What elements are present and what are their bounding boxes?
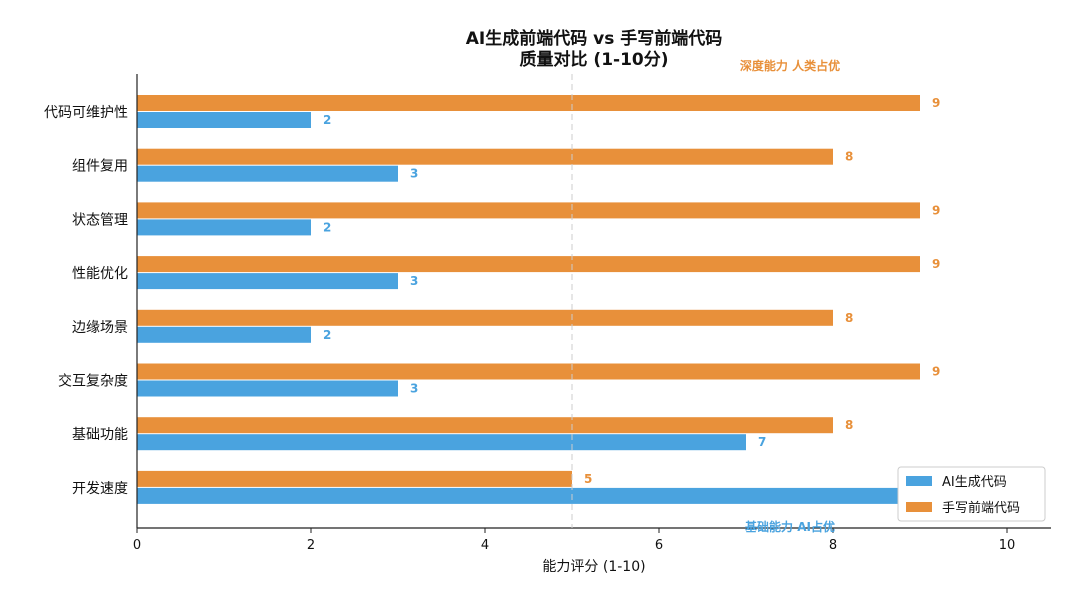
x-tick-label-3: 6: [655, 538, 663, 553]
x-tick-label-5: 10: [999, 538, 1016, 553]
category-label-6: 基础功能: [72, 426, 128, 443]
bar-handwritten-2: [137, 202, 920, 219]
category-label-2: 状态管理: [72, 212, 128, 228]
category-label-0: 代码可维护性: [44, 105, 128, 121]
bar-ai-0: [137, 112, 311, 128]
value-label-ai-4: 2: [323, 328, 331, 342]
bar-handwritten-3: [137, 256, 920, 273]
value-label-handwritten-7: 5: [584, 472, 592, 486]
bar-handwritten-6: [137, 417, 833, 434]
annotation-basic-ability: 基础能力 AI占优: [744, 519, 835, 534]
bar-handwritten-5: [137, 363, 920, 380]
bar-handwritten-4: [137, 309, 833, 326]
bars-layer: [137, 95, 920, 504]
value-label-ai-2: 2: [323, 220, 331, 234]
category-label-1: 组件复用: [72, 158, 128, 175]
bar-handwritten-1: [137, 148, 833, 165]
category-label-5: 交互复杂度: [58, 373, 128, 390]
bar-ai-5: [137, 380, 398, 397]
bar-ai-1: [137, 165, 398, 182]
value-label-handwritten-2: 9: [932, 203, 940, 217]
bar-ai-2: [137, 219, 311, 236]
value-label-ai-3: 3: [410, 274, 418, 288]
chart-title-line-1: AI生成前端代码 vs 手写前端代码: [466, 28, 723, 49]
value-label-ai-1: 3: [410, 167, 418, 181]
value-label-handwritten-0: 9: [932, 96, 940, 110]
legend-label-ai: AI生成代码: [942, 475, 1007, 490]
value-label-handwritten-5: 9: [932, 365, 940, 379]
category-label-3: 性能优化: [72, 266, 128, 282]
bar-ai-7: [137, 487, 920, 504]
legend-swatch-ai: [906, 476, 932, 486]
bar-handwritten-0: [137, 95, 920, 111]
x-axis-ticks: 0 2 4 6 8 10: [133, 528, 1015, 553]
x-tick-label-2: 4: [481, 538, 489, 553]
value-label-handwritten-6: 8: [845, 418, 853, 432]
value-label-ai-5: 3: [410, 382, 418, 396]
legend-label-handwritten: 手写前端代码: [942, 500, 1020, 516]
value-label-handwritten-1: 8: [845, 150, 853, 164]
bar-handwritten-7: [137, 470, 572, 487]
bar-ai-4: [137, 326, 311, 343]
x-tick-label-0: 0: [133, 538, 141, 553]
category-label-4: 边缘场景: [72, 320, 128, 336]
value-labels-layer: 9 2 8 3 9 2 9 3 8 2 9 3 8 7 5: [323, 96, 940, 486]
x-axis-label: 能力评分 (1-10): [542, 559, 645, 575]
category-label-7: 开发速度: [72, 481, 128, 497]
value-label-ai-6: 7: [758, 435, 766, 449]
chart-title-line-2: 质量对比 (1-10分): [520, 49, 669, 70]
annotation-deep-ability: 深度能力 人类占优: [740, 58, 840, 73]
legend: AI生成代码 手写前端代码: [897, 466, 1046, 522]
legend-swatch-handwritten: [906, 502, 932, 512]
bar-ai-3: [137, 273, 398, 290]
value-label-handwritten-4: 8: [845, 311, 853, 325]
x-tick-label-4: 8: [829, 538, 837, 553]
legend-box: [897, 466, 1046, 522]
bar-ai-6: [137, 434, 746, 451]
value-label-ai-0: 2: [323, 113, 331, 127]
x-tick-label-1: 2: [307, 538, 315, 553]
value-label-handwritten-3: 9: [932, 257, 940, 271]
